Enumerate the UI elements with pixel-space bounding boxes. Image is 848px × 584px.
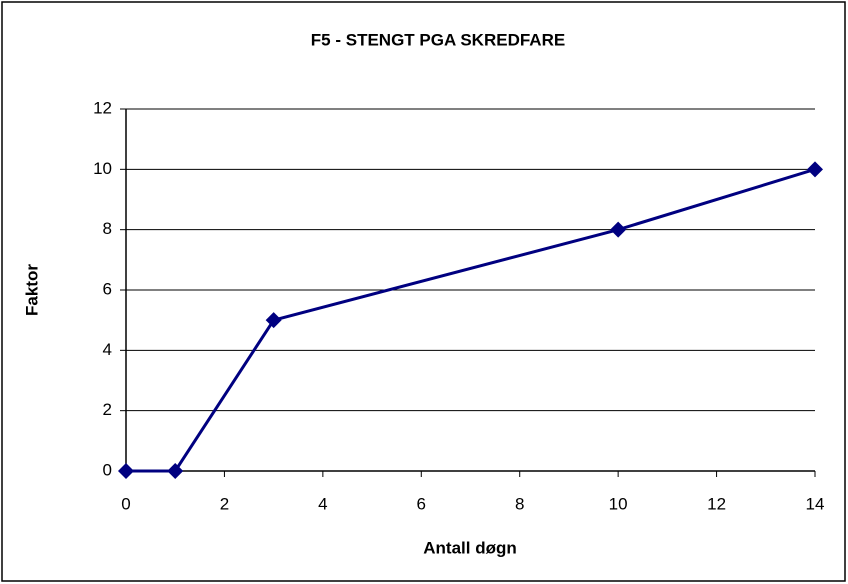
x-tick-label: 12 <box>707 494 726 513</box>
y-tick-label: 0 <box>103 460 112 479</box>
x-tick-label: 6 <box>417 494 426 513</box>
data-marker <box>167 463 184 479</box>
x-tick-label: 2 <box>220 494 229 513</box>
data-marker <box>807 161 823 178</box>
y-tick-label: 10 <box>93 159 112 178</box>
x-tick-label: 0 <box>121 494 130 513</box>
x-tick-label: 4 <box>318 494 327 513</box>
x-tick-label: 8 <box>515 494 524 513</box>
data-marker <box>610 221 627 238</box>
chart-title: F5 - STENGT PGA SKREDFARE <box>311 30 565 49</box>
data-marker <box>118 463 134 479</box>
y-tick-label: 2 <box>103 400 112 419</box>
x-axis-label: Antall døgn <box>423 538 516 557</box>
y-tick-label: 4 <box>103 340 112 359</box>
y-tick-label: 8 <box>103 219 112 238</box>
y-axis-label: Faktor <box>22 264 41 316</box>
data-marker <box>265 312 282 329</box>
y-tick-label: 6 <box>103 279 112 298</box>
x-tick-label: 14 <box>806 494 825 513</box>
x-tick-label: 10 <box>609 494 628 513</box>
y-tick-label: 12 <box>93 98 112 117</box>
